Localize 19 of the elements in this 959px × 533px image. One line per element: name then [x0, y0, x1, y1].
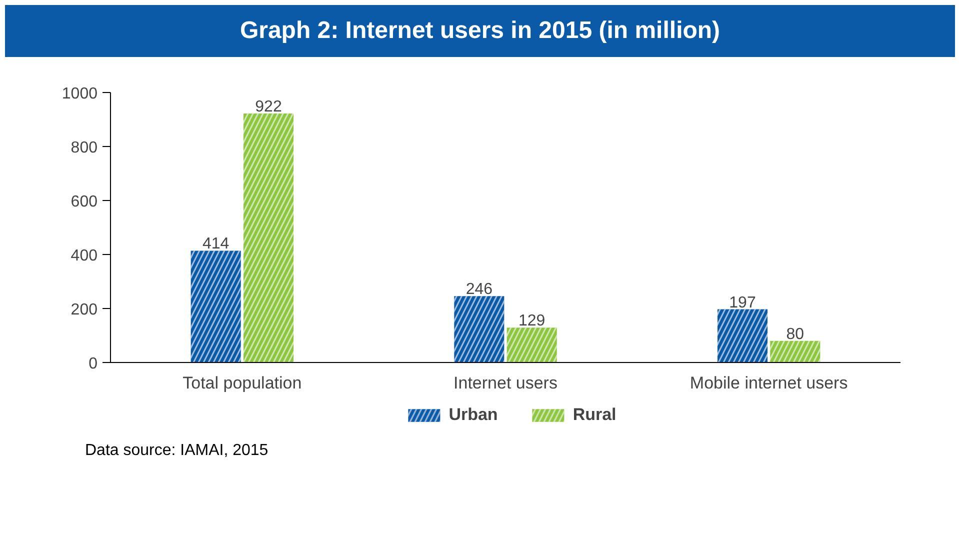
data-label: 246: [466, 281, 493, 298]
y-tick-label: 200: [70, 302, 98, 318]
y-tick-label: 0: [88, 356, 98, 372]
x-tick-label: Mobile internet users: [690, 374, 848, 392]
data-label: 414: [202, 236, 230, 253]
y-tick-label: 1000: [62, 86, 98, 102]
chart-title: Graph 2: Internet users in 2015 (in million): [240, 16, 720, 46]
y-tick-label: 600: [70, 194, 98, 210]
data-label: 922: [255, 98, 282, 116]
x-tick-label: Internet users: [454, 374, 558, 392]
x-tick-label: Total population: [182, 374, 302, 392]
source-note: Data source: IAMAI, 2015: [85, 441, 268, 461]
y-tick-label: 800: [70, 140, 98, 156]
data-label: 80: [786, 326, 804, 343]
legend-label: Rural: [572, 405, 616, 425]
data-label: 197: [729, 294, 756, 312]
legend-label: Urban: [448, 405, 498, 425]
data-label: 129: [518, 312, 546, 330]
y-tick-label: 400: [70, 248, 98, 264]
